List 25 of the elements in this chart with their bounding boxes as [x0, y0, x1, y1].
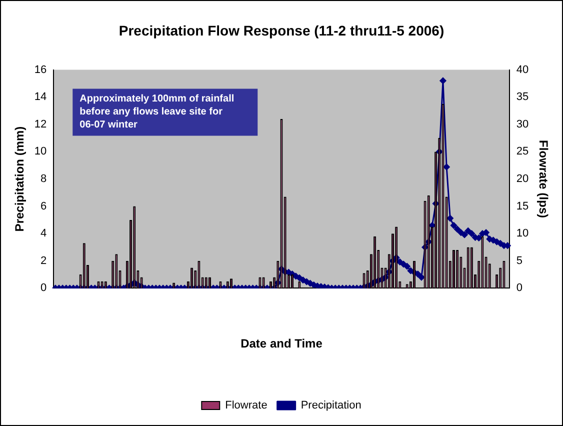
- y-axis-title: Precipitation (mm): [12, 126, 27, 232]
- y-tick-label: 8: [40, 173, 47, 186]
- y-tick-label: 12: [34, 118, 47, 130]
- y2-tick-label: 15: [516, 200, 529, 212]
- y-tick-label: 4: [40, 228, 47, 240]
- y-tick-label: 14: [34, 91, 47, 104]
- annotation: Approximately 100mm of rainfall before any flows leave site for 06-07 winter: [80, 94, 234, 131]
- x-axis-title: Date and Time: [240, 336, 323, 351]
- y2-tick-label: 5: [516, 254, 522, 267]
- y2-tick-label: 40: [516, 64, 529, 76]
- y-tick-label: 6: [40, 200, 47, 212]
- y2-tick-label: 0: [516, 282, 522, 294]
- y-tick-label: 10: [34, 146, 47, 158]
- chart-title: Precipitation Flow Response (11-2 thru11-5 2006): [118, 22, 444, 38]
- y-tick-label: 2: [40, 254, 47, 267]
- y2-tick-label: 35: [516, 91, 529, 104]
- legend-label: Precipitation: [300, 400, 362, 412]
- legend-label: Flowrate: [225, 400, 268, 412]
- y2-axis-title: Flowrate (lps): [536, 140, 550, 218]
- y-tick-label: 0: [40, 282, 47, 294]
- y-tick-label: 16: [34, 64, 47, 76]
- y2-tick-label: 10: [516, 228, 529, 240]
- y2-tick-label: 30: [516, 118, 529, 130]
- y2-tick-label: 20: [516, 173, 529, 186]
- y2-tick-label: 25: [516, 146, 529, 158]
